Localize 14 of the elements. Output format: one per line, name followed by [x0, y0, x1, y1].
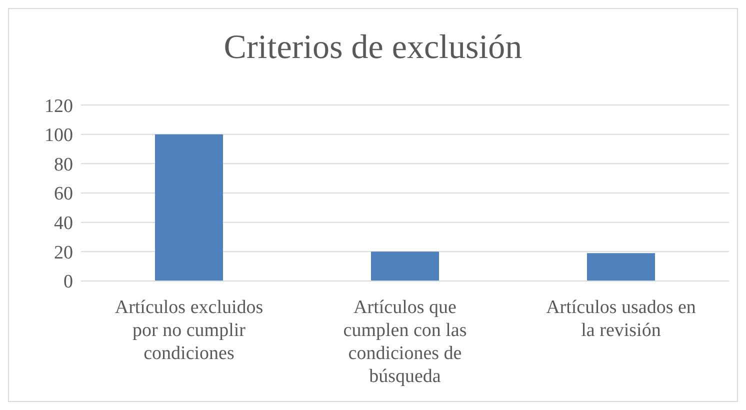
- y-tick-label: 40: [54, 213, 73, 234]
- y-tick-label: 60: [54, 184, 73, 205]
- bar: [155, 134, 223, 281]
- y-tick-label: 80: [54, 154, 73, 176]
- chart-title: Criterios de exclusión: [222, 29, 524, 67]
- y-tick-label: 120: [44, 96, 73, 117]
- x-tick-label: Artículos que cumplen con las condiciones de búsqueda: [343, 297, 467, 387]
- x-tick-label: Artículos usados en la revisión: [546, 297, 696, 341]
- y-tick-label: 0: [64, 272, 73, 293]
- bar: [371, 252, 439, 281]
- bar: [587, 253, 655, 281]
- y-tick-label: 20: [54, 242, 73, 264]
- x-tick-label: Artículos excluidos por no cumplir condiciones: [114, 297, 264, 364]
- y-tick-label: 100: [44, 125, 73, 146]
